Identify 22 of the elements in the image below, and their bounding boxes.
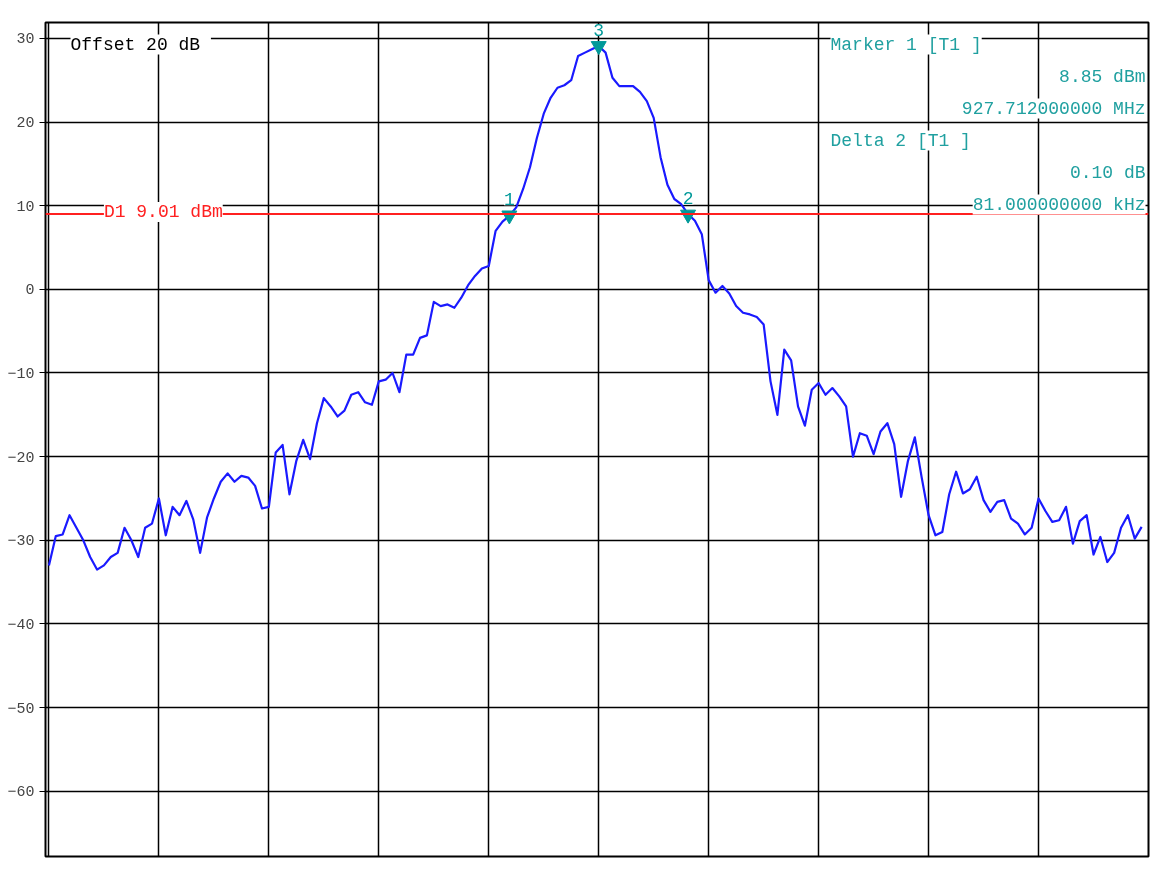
- y-tick-label: 20: [16, 115, 35, 133]
- y-tick-label: −10: [7, 366, 35, 383]
- y-tick-label: −30: [7, 533, 35, 551]
- y-tick-label: −20: [7, 449, 35, 467]
- ref-line-label: D1 9.01 dBm: [103, 201, 223, 222]
- y-tick-label: 30: [16, 31, 35, 49]
- y-tick-label: −60: [7, 784, 35, 802]
- annotation: 927.712000000 MHz: [961, 98, 1146, 119]
- y-tick-label: 0: [25, 282, 35, 300]
- annotation: Offset 20 dB: [70, 34, 201, 55]
- annotation: 81.000000000 kHz: [972, 194, 1146, 215]
- annotation: 0.10 dB: [1069, 162, 1146, 183]
- point: [590, 41, 607, 56]
- series-label: 1: [503, 190, 515, 211]
- series-label: 2: [682, 189, 694, 210]
- y-tick-label: −50: [7, 700, 35, 718]
- y-tick-label: 10: [16, 198, 35, 216]
- annotation: Marker 1 [T1 ]: [830, 34, 982, 55]
- annotation: Delta 2 [T1 ]: [830, 130, 971, 151]
- annotation: 8.85 dBm: [1059, 66, 1146, 87]
- y-tick-label: −40: [7, 616, 35, 634]
- series-label: 3: [593, 20, 605, 41]
